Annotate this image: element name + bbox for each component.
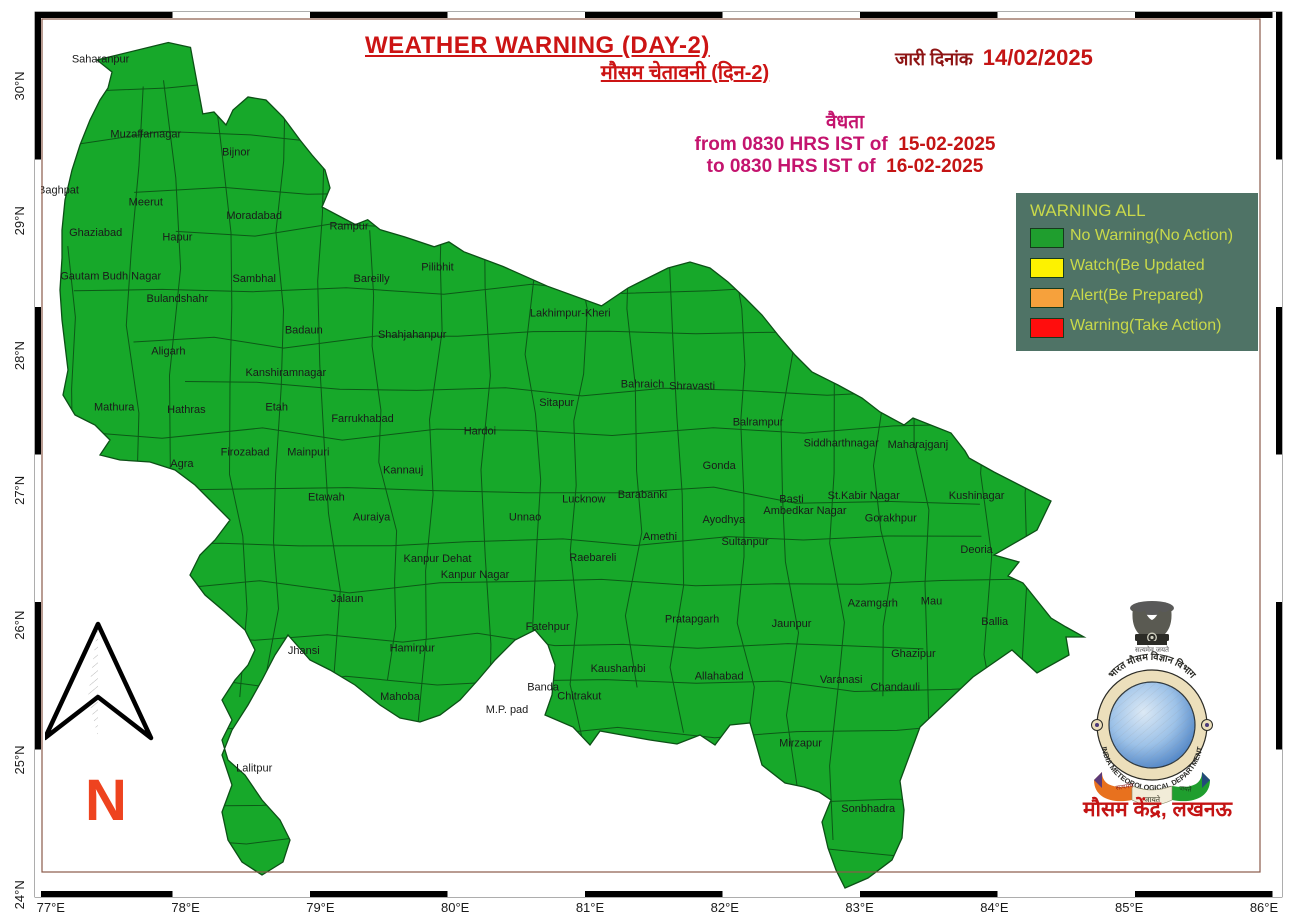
svg-text:77°E: 77°E bbox=[37, 900, 66, 915]
svg-text:79°E: 79°E bbox=[306, 900, 335, 915]
svg-text:30°N: 30°N bbox=[12, 71, 27, 100]
svg-text:24°N: 24°N bbox=[12, 880, 27, 909]
svg-text:82°E: 82°E bbox=[711, 900, 740, 915]
svg-text:78°E: 78°E bbox=[171, 900, 200, 915]
svg-text:84°E: 84°E bbox=[980, 900, 1009, 915]
svg-text:29°N: 29°N bbox=[12, 206, 27, 235]
svg-text:26°N: 26°N bbox=[12, 611, 27, 640]
svg-text:81°E: 81°E bbox=[576, 900, 605, 915]
svg-text:86°E: 86°E bbox=[1250, 900, 1279, 915]
svg-text:25°N: 25°N bbox=[12, 745, 27, 774]
svg-text:28°N: 28°N bbox=[12, 341, 27, 370]
svg-text:80°E: 80°E bbox=[441, 900, 470, 915]
svg-text:83°E: 83°E bbox=[845, 900, 874, 915]
svg-text:85°E: 85°E bbox=[1115, 900, 1144, 915]
svg-text:27°N: 27°N bbox=[12, 476, 27, 505]
